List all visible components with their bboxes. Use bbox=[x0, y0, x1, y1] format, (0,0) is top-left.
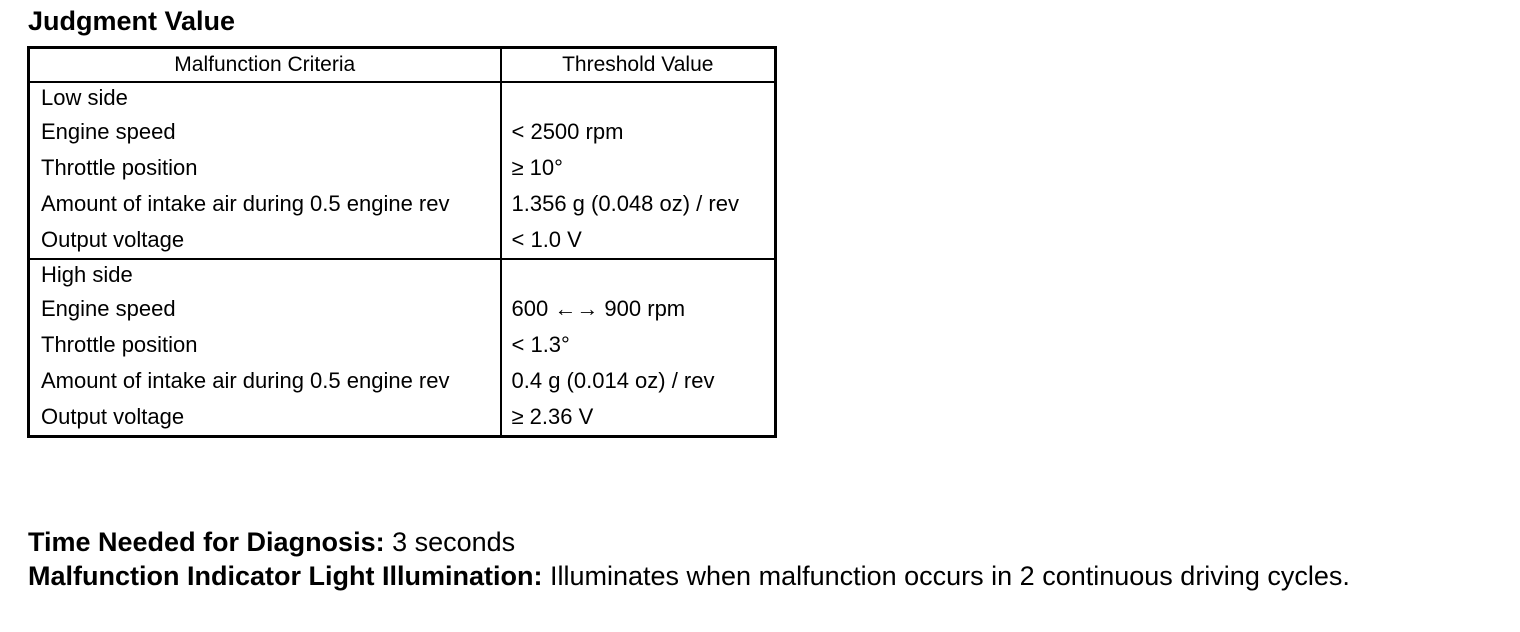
threshold-cell: 600 ←→ 900 rpm bbox=[499, 290, 777, 326]
group-label-row: Low side bbox=[27, 82, 777, 113]
note-text: 3 seconds bbox=[392, 527, 516, 557]
criteria-cell: Output voltage bbox=[27, 221, 502, 259]
note-text: Illuminates when malfunction occurs in 2… bbox=[549, 561, 1350, 591]
note-label: Malfunction Indicator Light Illumination… bbox=[28, 561, 543, 591]
threshold-cell: 0.4 g (0.014 oz) / rev bbox=[499, 362, 777, 398]
criteria-cell: Throttle position bbox=[27, 326, 502, 362]
group-label-row: High side bbox=[27, 259, 777, 290]
table-row: Engine speed < 2500 rpm bbox=[27, 113, 777, 149]
table-row: Throttle position < 1.3° bbox=[27, 326, 777, 362]
note: Malfunction Indicator Light Illumination… bbox=[28, 559, 1473, 593]
header-cell: Malfunction Criteria bbox=[27, 46, 502, 83]
threshold-cell: 1.356 g (0.048 oz) / rev bbox=[499, 185, 777, 221]
row-group: Low side Engine speed < 2500 rpm Throttle p… bbox=[27, 82, 777, 259]
table-row: Amount of intake air during 0.5 engine r… bbox=[27, 362, 777, 398]
criteria-cell: Throttle position bbox=[27, 149, 502, 185]
table-row: Throttle position ≥ 10° bbox=[27, 149, 777, 185]
judgment-table: Malfunction Criteria Threshold Value Low… bbox=[27, 46, 777, 438]
group-label: Low side bbox=[27, 82, 502, 113]
row-group: High side Engine speed 600 ←→ 900 rpm Throt… bbox=[27, 259, 777, 436]
empty-cell bbox=[499, 82, 777, 113]
criteria-cell: Engine speed bbox=[27, 113, 502, 149]
table-row: Amount of intake air during 0.5 engine r… bbox=[27, 185, 777, 221]
header-row: Malfunction Criteria Threshold Value bbox=[27, 46, 777, 83]
criteria-cell: Output voltage bbox=[27, 398, 502, 436]
table-row: Output voltage < 1.0 V bbox=[27, 221, 777, 259]
threshold-cell: < 2500 rpm bbox=[499, 113, 777, 149]
threshold-cell: < 1.3° bbox=[499, 326, 777, 362]
note: Time Needed for Diagnosis: 3 seconds bbox=[28, 525, 1473, 559]
threshold-cell: ≥ 2.36 V bbox=[499, 398, 777, 436]
table-row: Engine speed 600 ←→ 900 rpm bbox=[27, 290, 777, 326]
empty-cell bbox=[499, 259, 777, 290]
criteria-cell: Engine speed bbox=[27, 290, 502, 326]
table-row: Output voltage ≥ 2.36 V bbox=[27, 398, 777, 436]
note-label: Time Needed for Diagnosis: bbox=[28, 527, 385, 557]
criteria-cell: Amount of intake air during 0.5 engine r… bbox=[27, 185, 502, 221]
notes: Time Needed for Diagnosis: 3 seconds Malf… bbox=[28, 525, 1473, 593]
group-label: High side bbox=[27, 259, 502, 290]
threshold-cell: ≥ 10° bbox=[499, 149, 777, 185]
header-cell: Threshold Value bbox=[499, 46, 777, 83]
section-title: Judgment Value bbox=[28, 6, 236, 36]
threshold-cell: < 1.0 V bbox=[499, 221, 777, 259]
criteria-cell: Amount of intake air during 0.5 engine r… bbox=[27, 362, 502, 398]
